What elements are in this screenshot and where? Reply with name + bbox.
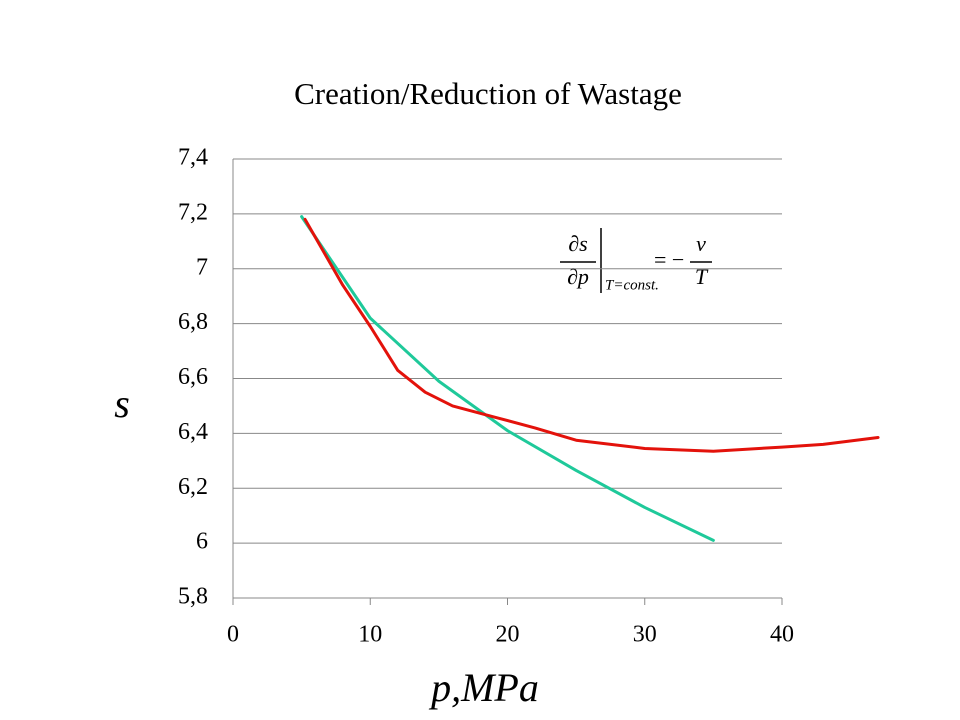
line [300, 215, 715, 542]
x-tick-label: 20 [496, 622, 520, 648]
y-tick-label: 5,8 [178, 584, 208, 610]
y-tick-label: 7,2 [178, 199, 208, 225]
x-tick-label: 30 [633, 622, 657, 648]
y-tick-label: 6,6 [178, 364, 208, 390]
x-axis-label: p,MPa [428, 665, 539, 710]
formula: ∂s ∂p T=const. = − v T [560, 228, 712, 293]
y-tick-label: 6,2 [178, 474, 208, 500]
formula-text: = − [654, 247, 684, 272]
formula-text: T=const. [605, 277, 659, 293]
formula-text: v [696, 231, 706, 256]
y-tick-label: 7 [196, 254, 208, 280]
y-tick-label: 6,4 [178, 419, 208, 445]
y-tick-label: 7,4 [178, 145, 208, 171]
line [303, 217, 880, 453]
formula-text: ∂s [568, 231, 587, 256]
y-tick-label: 6,8 [178, 309, 208, 335]
x-tick-label: 40 [770, 622, 794, 648]
formula-text: ∂p [567, 264, 589, 289]
chart-title: Creation/Reduction of Wastage [294, 76, 682, 111]
y-tick-label: 6 [196, 529, 208, 555]
x-tick-label: 0 [227, 622, 239, 648]
y-axis-label: s [114, 381, 130, 426]
formula-text: T [695, 264, 709, 289]
x-tick-label: 10 [358, 622, 382, 648]
